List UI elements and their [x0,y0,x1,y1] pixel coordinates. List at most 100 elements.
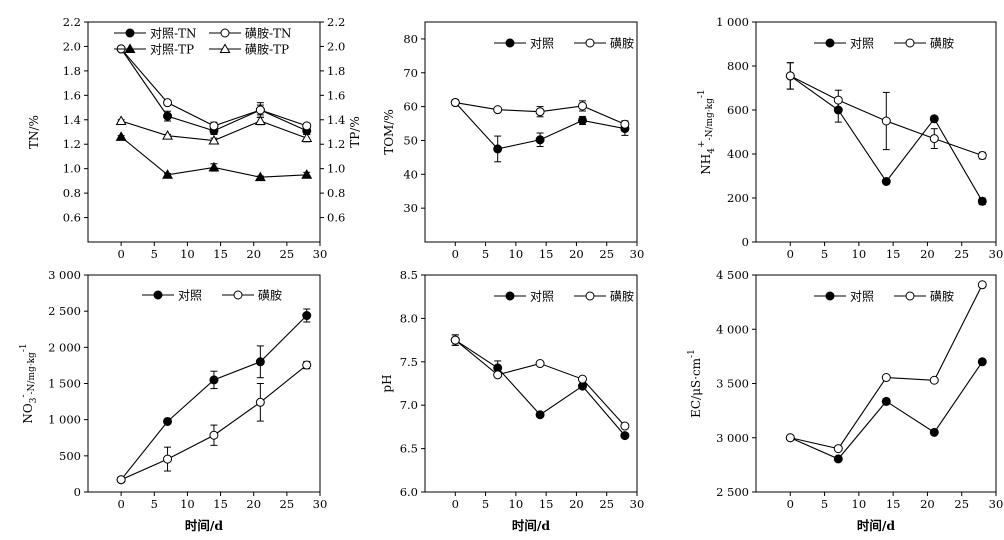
data-point [577,374,587,384]
x-tick-label: 15 [539,247,554,261]
legend-marker [153,290,163,300]
x-tick-label: 20 [920,247,935,261]
data-point [255,105,265,115]
y-tick-label: 7.5 [400,355,418,369]
legend-item: 对照 [814,290,874,304]
x-tick-label: 10 [509,247,524,261]
x-tick-label: 0 [787,497,794,511]
data-point [881,116,891,126]
x-tick-label: 10 [180,247,195,261]
y-tick-label: 30 [403,201,418,215]
y-tick-label: 1.4 [63,113,81,127]
legend-marker [220,28,230,38]
legend-marker [825,291,835,301]
data-point [162,130,174,140]
legend-item: 磺胺-TP [209,43,289,57]
data-point [163,98,173,108]
data-point [881,396,891,406]
series-0 [116,44,312,136]
legend-item: 对照 [814,37,874,51]
data-point [577,115,587,125]
x-tick-label: 15 [886,497,901,511]
y-tick-label: 0.8 [63,186,81,200]
series-1 [450,334,630,431]
x-axis-label: 时间/d [857,518,896,533]
legend-label: 对照 [850,37,874,51]
x-tick-label: 5 [821,497,828,511]
data-point [620,119,630,129]
x-tick-label: 0 [452,247,459,261]
data-point [881,177,891,186]
y-tick-label: 800 [727,59,749,73]
data-point [785,433,795,443]
data-point [301,132,313,143]
data-point [209,375,219,385]
y-tick-label: 2 500 [716,485,749,499]
data-point [620,421,630,431]
legend-label: 对照 [530,37,554,51]
y-tick-label: 1 000 [48,413,81,427]
x-tick-label: 30 [313,247,328,261]
legend-label: 磺胺-TP [245,43,289,57]
legend-label: 磺胺 [610,37,634,51]
data-point [833,95,843,105]
x-tick-label: 15 [213,247,228,261]
legend-label: 对照 [530,290,554,304]
data-point [209,430,219,440]
y-tick-label: 3 500 [716,377,749,391]
y-tick-label: 2 000 [48,340,81,354]
x-tick-label: 10 [180,497,195,511]
data-point [577,101,587,111]
data-point [535,135,545,145]
x-tick-label: 15 [213,497,228,511]
data-point [977,357,987,367]
legend-marker [905,38,915,48]
legend: 对照 磺胺 [494,290,634,304]
y-tick-label: 600 [727,103,749,117]
y2-tick-label: 1.2 [327,137,345,151]
y-tick-label: 80 [403,32,418,46]
legend-marker [124,43,136,53]
y-tick-label: 40 [403,167,418,181]
y-axis-label: EC/μS·cm-1 [687,349,703,418]
y-tick-label: 1.0 [63,162,81,176]
legend-item: 磺胺 [222,289,282,303]
x-tick-label: 10 [509,497,524,511]
x-tick-label: 25 [599,497,614,511]
legend-label: 对照-TP [150,43,194,57]
legend-marker [585,38,595,48]
data-point [929,134,939,144]
series-line [454,339,626,436]
plot-frame [87,21,321,243]
y-axis-label: NO3--N/mg·kg-1 [19,343,39,423]
y-tick-label: 8.0 [400,311,418,325]
data-point [493,144,503,154]
data-point [620,431,630,441]
chart-panel-nh4: 0 5 10 15 20 25 30 0 200 400 600 800 1 000 NH4+-N/mg·… [697,15,1003,261]
data-point [977,280,987,290]
series-1 [785,62,987,161]
series-0 [450,334,630,441]
plot-frame [424,274,638,493]
x-tick-label: 25 [280,247,295,261]
legend-marker [505,38,515,48]
data-point [929,427,939,437]
x-tick-label: 10 [852,247,867,261]
x-tick-label: 0 [452,497,459,511]
y-tick-label: 6.0 [400,485,418,499]
y-tick-label: 2.2 [63,15,81,29]
legend-label: 对照 [850,290,874,304]
x-tick-label: 20 [569,247,584,261]
x-tick-label: 15 [539,497,554,511]
x-tick-label: 20 [246,247,261,261]
data-point [450,98,460,108]
y2-tick-label: 0.6 [327,211,345,225]
legend-item: 磺胺 [574,290,634,304]
chart-panel-ph: 0 5 10 15 20 25 30 6.0 6.5 7.0 7.5 8.0 8.5 pH 时间/d 对照 磺胺 [380,268,644,533]
series-0 [116,308,312,485]
data-point [929,114,939,124]
legend-label: 磺胺 [610,290,634,304]
y-tick-label: 50 [403,133,418,147]
legend-item: 对照 [494,37,554,51]
chart-panel-ec: 0 5 10 15 20 25 30 2 500 3 000 3 500 4 000 4 500 EC/… [687,268,1003,533]
